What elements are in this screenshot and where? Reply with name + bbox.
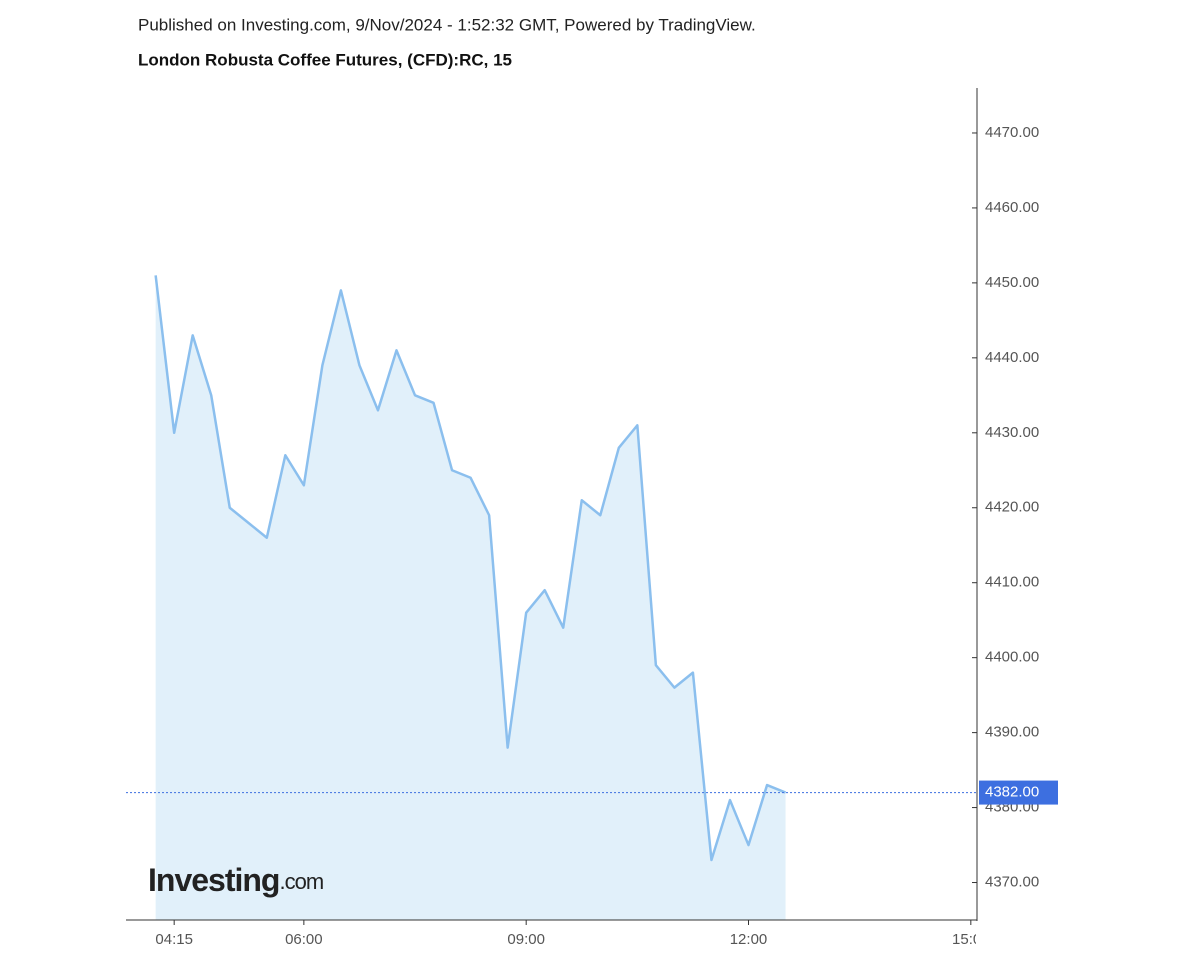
published-note: Published on Investing.com, 9/Nov/2024 -… (138, 15, 756, 34)
x-ticks: 04:15 06:00 09:00 12:00 15:00 (155, 920, 990, 948)
y-tick-label: 4410.00 (985, 574, 1039, 591)
watermark: Investing.com (148, 862, 323, 898)
chart-title: London Robusta Coffee Futures, (CFD):RC,… (138, 50, 512, 69)
y-tick-label: 4430.00 (985, 424, 1039, 441)
y-tick-label: 4390.00 (985, 724, 1039, 741)
x-tick-label: 15:00 (952, 931, 990, 948)
x-tick-label: 06:00 (285, 931, 323, 948)
last-price-box (979, 780, 1058, 805)
last-price-label: 4382.00 (985, 784, 1039, 801)
y-tick-label: 4400.00 (985, 649, 1039, 666)
y-tick-label: 4370.00 (985, 873, 1039, 890)
price-line (154, 275, 787, 862)
y-tick-label: 4460.00 (985, 199, 1039, 216)
y-tick-label: 4440.00 (985, 349, 1039, 366)
x-tick-label: 04:15 (155, 931, 193, 948)
plot (154, 275, 787, 920)
y-tick-label: 4470.00 (985, 124, 1039, 141)
y-tick-label: 4420.00 (985, 499, 1039, 516)
area-fill (155, 275, 786, 920)
x-tick-label: 09:00 (507, 931, 545, 948)
x-tick-label: 12:00 (730, 931, 768, 948)
y-tick-label: 4450.00 (985, 274, 1039, 291)
